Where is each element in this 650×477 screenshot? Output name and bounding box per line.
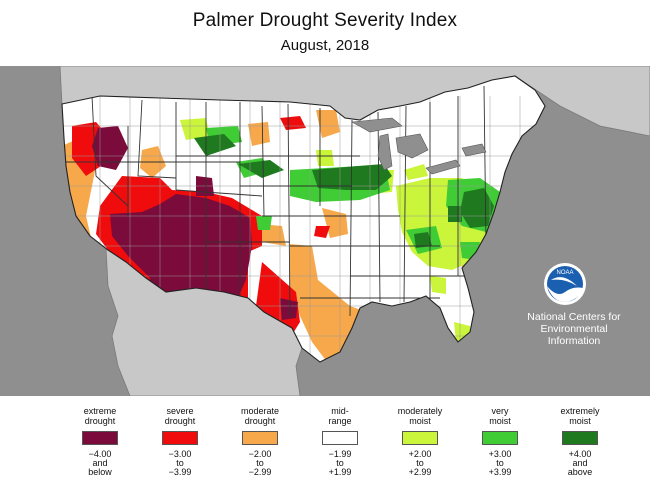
legend-item-mid-range: mid-range −1.99 to +1.99 bbox=[300, 404, 380, 477]
usa-outline bbox=[61, 75, 546, 363]
legend-item-extreme-drought: extreme drought −4.00 and below bbox=[82, 406, 118, 477]
noaa-logo-text: NOAA bbox=[556, 270, 573, 276]
great-lakes bbox=[351, 117, 487, 175]
ncei-credit: National Centers for Environmental Infor… bbox=[514, 311, 634, 347]
legend: extreme drought −4.00 and below severe droug… bbox=[60, 404, 620, 477]
drought-map bbox=[0, 66, 650, 396]
legend-swatch bbox=[322, 431, 358, 445]
legend-swatch bbox=[242, 431, 278, 445]
legend-item-moderate-drought: moderate drought −2.00 to −2.99 bbox=[240, 406, 280, 477]
us-drought-map-svg bbox=[0, 66, 650, 396]
extremely-moist-regions bbox=[194, 134, 494, 248]
legend-item-severe-drought: severe drought −3.00 to −3.99 bbox=[140, 404, 220, 477]
legend-item-very-moist: very moist +3.00 to +3.99 bbox=[460, 404, 540, 477]
credit-line-3: Information bbox=[547, 335, 601, 347]
legend-swatch bbox=[162, 431, 198, 445]
legend-swatch bbox=[562, 431, 598, 445]
state-boundaries bbox=[62, 85, 487, 317]
credit-line-1: National Centers for bbox=[527, 311, 621, 323]
legend-swatch bbox=[482, 431, 518, 445]
map-subtitle: August, 2018 bbox=[280, 37, 370, 54]
noaa-logo-icon: NOAA bbox=[544, 263, 586, 305]
credit-line-2: Environmental bbox=[540, 323, 608, 335]
legend-item-moderately-moist: moderately moist +2.00 to +2.99 bbox=[397, 406, 443, 477]
legend-swatch bbox=[82, 431, 118, 445]
legend-swatch bbox=[402, 431, 438, 445]
map-title: Palmer Drought Severity Index bbox=[192, 10, 458, 31]
legend-item-extremely-moist: extremely moist +4.00 and above bbox=[560, 406, 600, 477]
